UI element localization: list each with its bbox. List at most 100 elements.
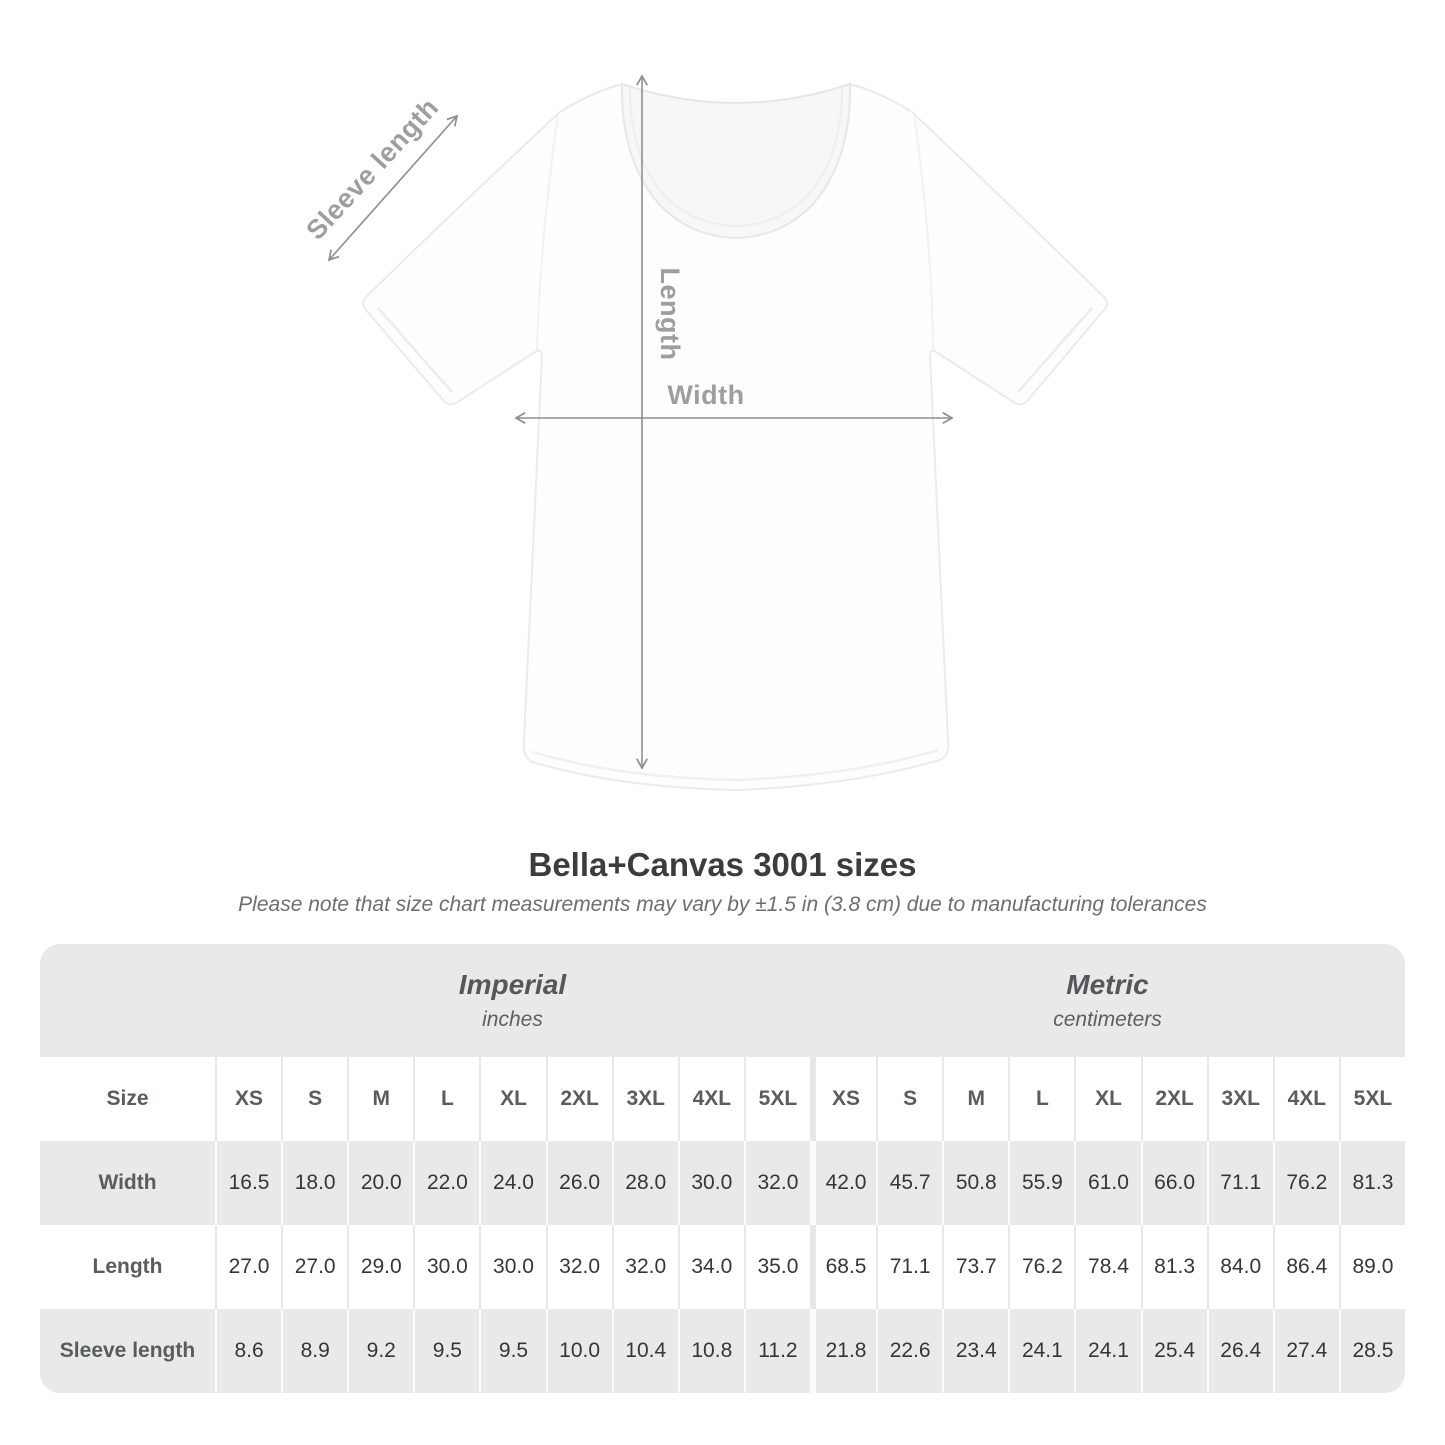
- value-cell: 34.0: [677, 1225, 744, 1309]
- page-title: Bella+Canvas 3001 sizes: [528, 846, 917, 883]
- tshirt-svg: Sleeve length Length Width: [300, 0, 1109, 791]
- row-label: Sleeve length: [59, 1339, 196, 1362]
- value-cell: 10.8: [677, 1309, 744, 1393]
- value-cell: 32.0: [545, 1225, 612, 1309]
- value-cell: 50.8: [942, 1141, 1008, 1225]
- value-cell: 30.0: [677, 1141, 744, 1225]
- metric-unit: centimeters: [1053, 1008, 1162, 1031]
- collar-opening: [620, 82, 852, 240]
- value-cell: 27.0: [281, 1225, 347, 1309]
- value-cell: 8.9: [281, 1309, 347, 1393]
- size-col-header: 4XL: [1272, 1057, 1339, 1141]
- row-label: Width: [98, 1171, 157, 1194]
- band-spacer: [40, 944, 215, 1057]
- left-sleeve-seam: [377, 307, 453, 393]
- value-cell: 32.0: [743, 1141, 810, 1225]
- hem-seam: [531, 748, 939, 782]
- size-col-header: S: [876, 1057, 942, 1141]
- tshirt-graphic: [362, 82, 1109, 791]
- size-col-header: M: [347, 1057, 413, 1141]
- size-col-header: XL: [1074, 1057, 1140, 1141]
- value-cell: 76.2: [1008, 1225, 1074, 1309]
- size-col-header: 4XL: [677, 1057, 744, 1141]
- size-guide-page: Sleeve length Length Width Bella+Canvas …: [40, 0, 1405, 1393]
- size-col-header: 3XL: [1206, 1057, 1273, 1141]
- value-cell: 89.0: [1338, 1225, 1405, 1309]
- value-cell: 11.2: [743, 1309, 810, 1393]
- value-cell: 10.0: [545, 1309, 612, 1393]
- size-col-header: 5XL: [743, 1057, 810, 1141]
- right-sleeve-seam: [1017, 307, 1093, 393]
- value-cell: 27.4: [1272, 1309, 1339, 1393]
- value-cell: 68.5: [810, 1225, 876, 1309]
- length-row: Length 27.0 27.0 29.0 30.0 30.0 32.0 32.0 34.0 35…: [40, 1225, 1405, 1309]
- imperial-unit: inches: [482, 1008, 543, 1031]
- value-cell: 28.5: [1338, 1309, 1405, 1393]
- sleeve-length-label: Sleeve length: [300, 92, 444, 245]
- size-col-header: 3XL: [611, 1057, 678, 1141]
- width-label: Width: [667, 380, 744, 410]
- value-cell: 24.1: [1074, 1309, 1140, 1393]
- value-cell: 20.0: [347, 1141, 413, 1225]
- value-cell: 27.0: [215, 1225, 281, 1309]
- value-cell: 29.0: [347, 1225, 413, 1309]
- value-cell: 66.0: [1140, 1141, 1207, 1225]
- size-col-header: 2XL: [1140, 1057, 1207, 1141]
- value-cell: 10.4: [611, 1309, 678, 1393]
- value-cell: 24.1: [1008, 1309, 1074, 1393]
- size-col-header: XS: [215, 1057, 281, 1141]
- size-table: Imperial inches Metric centimeters Size X…: [40, 944, 1405, 1393]
- table-rows: Size XS S M L XL 2XL 3XL 4XL 5XL XS S M L XL 2XL 3XL 4XL 5…: [40, 1057, 1405, 1393]
- metric-title: Metric: [1066, 969, 1149, 1000]
- value-cell: 26.4: [1206, 1309, 1273, 1393]
- value-cell: 73.7: [942, 1225, 1008, 1309]
- row-label: Length: [92, 1255, 163, 1278]
- value-cell: 21.8: [810, 1309, 876, 1393]
- value-cell: 28.0: [611, 1141, 678, 1225]
- width-row: Width 16.5 18.0 20.0 22.0 24.0 26.0 28.0 30.0 32.…: [40, 1141, 1405, 1225]
- value-cell: 86.4: [1272, 1225, 1339, 1309]
- value-cell: 61.0: [1074, 1141, 1140, 1225]
- size-col-header: 2XL: [545, 1057, 612, 1141]
- imperial-section-header: Imperial inches: [215, 944, 810, 1057]
- tshirt-measurement-diagram: Sleeve length Length Width: [300, 0, 1109, 791]
- value-cell: 9.5: [413, 1309, 479, 1393]
- imperial-title: Imperial: [458, 969, 567, 1000]
- value-cell: 25.4: [1140, 1309, 1207, 1393]
- measurement-arrows: [329, 76, 952, 768]
- value-cell: 35.0: [743, 1225, 810, 1309]
- value-cell: 71.1: [1206, 1141, 1273, 1225]
- units-header-band: Imperial inches Metric centimeters: [40, 944, 1405, 1057]
- size-col-header: L: [413, 1057, 479, 1141]
- length-label: Length: [655, 268, 685, 361]
- value-cell: 24.0: [479, 1141, 545, 1225]
- sleeve-length-row: Sleeve length 8.6 8.9 9.2 9.5 9.5 10.0 10.4 10.8…: [40, 1309, 1405, 1393]
- size-col-header: L: [1008, 1057, 1074, 1141]
- value-cell: 18.0: [281, 1141, 347, 1225]
- value-cell: 9.2: [347, 1309, 413, 1393]
- value-cell: 32.0: [611, 1225, 678, 1309]
- value-cell: 8.6: [215, 1309, 281, 1393]
- value-cell: 81.3: [1140, 1225, 1207, 1309]
- tshirt-silhouette: [362, 83, 1109, 791]
- metric-section-header: Metric centimeters: [810, 944, 1405, 1057]
- left-shoulder-seam: [536, 113, 559, 351]
- value-cell: 78.4: [1074, 1225, 1140, 1309]
- size-col-header: XL: [479, 1057, 545, 1141]
- value-cell: 23.4: [942, 1309, 1008, 1393]
- size-col-header: S: [281, 1057, 347, 1141]
- size-header-row: Size XS S M L XL 2XL 3XL 4XL 5XL XS S M L XL 2XL 3XL 4XL 5…: [40, 1057, 1405, 1141]
- size-col-header: M: [942, 1057, 1008, 1141]
- sleeve-length-arrow: [329, 116, 457, 260]
- value-cell: 9.5: [479, 1309, 545, 1393]
- value-cell: 22.6: [876, 1309, 942, 1393]
- size-column-header: Size: [106, 1087, 149, 1110]
- tolerance-note: Please note that size chart measurements…: [238, 893, 1207, 916]
- value-cell: 30.0: [479, 1225, 545, 1309]
- value-cell: 71.1: [876, 1225, 942, 1309]
- right-shoulder-seam: [913, 113, 934, 351]
- value-cell: 26.0: [545, 1141, 612, 1225]
- value-cell: 81.3: [1338, 1141, 1405, 1225]
- size-col-header: 5XL: [1338, 1057, 1405, 1141]
- size-col-header: XS: [810, 1057, 876, 1141]
